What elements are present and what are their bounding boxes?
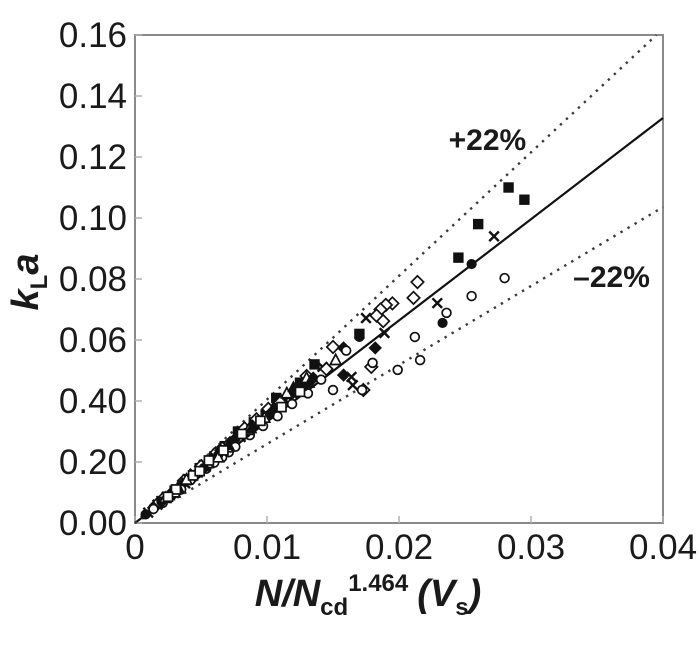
data-point-open-square — [236, 428, 248, 440]
data-point-open-triangle — [279, 385, 294, 399]
data-point-filled-triangle — [244, 421, 258, 434]
data-point-x-cross — [431, 297, 443, 309]
y-tick-label: 0.16 — [59, 16, 127, 55]
y-tick-label: 0.00 — [59, 504, 127, 543]
data-point-open-square — [294, 386, 306, 398]
data-point-open-circle — [327, 384, 339, 396]
x-tick-label: 0.04 — [629, 528, 697, 567]
data-point-open-square — [170, 484, 182, 495]
scatter-points — [140, 182, 530, 520]
x-tick-label: 0 — [125, 528, 144, 567]
y-tick-label: 0.20 — [59, 443, 127, 482]
y-tick-label: 0.14 — [59, 77, 127, 116]
data-point-filled-circle — [354, 331, 365, 343]
y-axis-title: kLa — [5, 254, 53, 311]
data-point-open-square — [194, 465, 206, 477]
data-point-open-circle — [414, 354, 426, 366]
data-point-open-circle — [409, 331, 421, 343]
band-label: +22% — [449, 124, 527, 157]
data-point-open-circle — [499, 272, 510, 284]
y-tick-label: 0.40 — [59, 382, 127, 421]
data-point-open-square — [276, 401, 287, 413]
data-point-filled-triangle — [303, 376, 316, 388]
data-point-x-cross — [378, 327, 391, 339]
y-tick-label: 0.10 — [59, 199, 127, 238]
data-point-filled-diamond — [336, 368, 351, 382]
data-point-open-circle — [148, 503, 159, 515]
x-axis-title: N/Ncd1.464 (Vs) — [255, 570, 482, 621]
data-point-open-diamond — [406, 290, 421, 306]
data-point-open-diamond — [325, 339, 341, 355]
x-tick-label: 0.01 — [233, 528, 301, 567]
data-point-open-circle — [367, 357, 378, 369]
data-point-filled-diamond — [368, 341, 382, 355]
data-point-open-diamond — [318, 361, 334, 377]
band-label: –22% — [573, 261, 650, 294]
y-tick-label: 0.06 — [59, 321, 127, 360]
data-point-open-circle — [441, 307, 452, 319]
data-point-open-triangle — [328, 352, 343, 366]
y-tick-label: 0.12 — [59, 138, 127, 177]
data-point-x-cross — [347, 379, 359, 391]
data-point-open-square — [218, 445, 229, 456]
data-point-open-diamond — [410, 274, 425, 290]
data-point-open-triangle — [211, 449, 225, 463]
data-point-filled-square — [453, 252, 464, 263]
x-tick-label: 0.03 — [497, 528, 565, 567]
data-point-open-circle — [286, 398, 298, 410]
data-point-filled-square — [473, 218, 484, 230]
data-point-filled-square — [519, 194, 530, 205]
data-point-open-diamond — [375, 313, 391, 329]
data-point-filled-square — [503, 182, 514, 193]
data-point-x-cross — [488, 230, 500, 242]
axis-ticks-and-labels: 0 0.01 0.02 0.03 0.04 0.00 0.20 0.40 0.06 0.08 0.1… — [59, 16, 697, 567]
band-annotations: +22% –22% — [449, 124, 650, 294]
data-point-open-circle — [466, 290, 477, 302]
data-point-filled-circle — [140, 509, 151, 520]
y-tick-label: 0.08 — [59, 260, 127, 299]
data-point-filled-square — [309, 359, 320, 370]
data-point-open-circle — [315, 374, 327, 385]
data-point-open-circle — [340, 345, 352, 356]
data-point-open-square — [203, 455, 215, 466]
x-tick-label: 0.02 — [365, 528, 433, 567]
data-point-open-circle — [356, 384, 368, 396]
data-point-open-square — [255, 415, 266, 427]
data-point-filled-circle — [437, 317, 448, 329]
data-point-x-cross — [360, 312, 372, 324]
data-point-open-square — [162, 491, 174, 503]
data-point-open-circle — [392, 364, 403, 376]
data-point-filled-circle — [466, 258, 477, 270]
